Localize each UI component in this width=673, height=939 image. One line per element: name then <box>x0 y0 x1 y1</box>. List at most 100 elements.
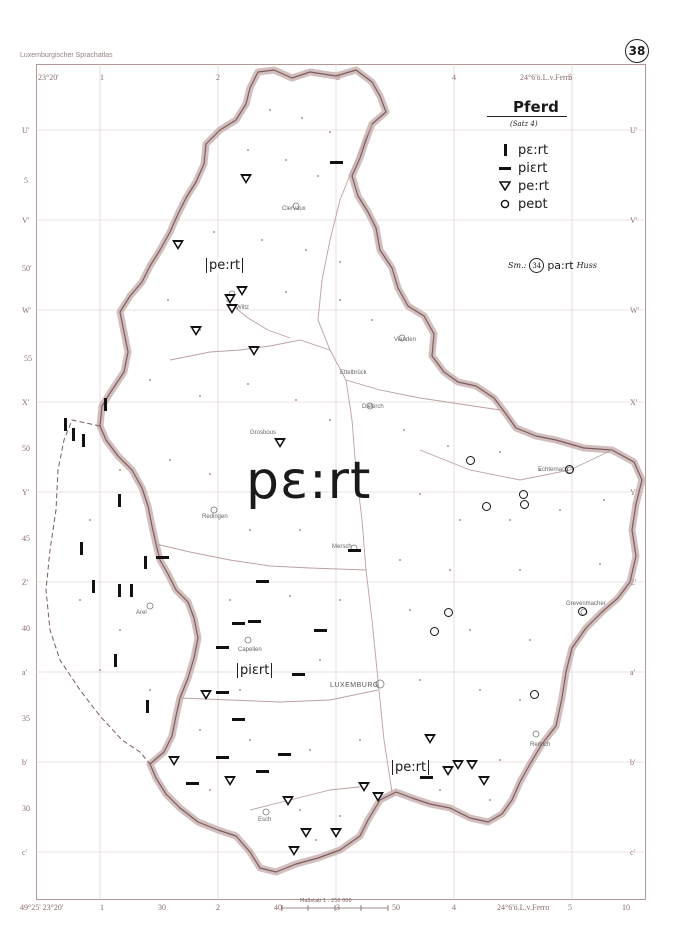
legend-item: pe:rt <box>498 178 549 194</box>
map-frame <box>36 64 646 900</box>
map-symbol-circle <box>430 627 439 636</box>
page-number: 38 <box>625 39 649 63</box>
map-symbol-dash <box>256 580 269 583</box>
town-label: Mersch <box>332 544 352 550</box>
special-note: Sm.: 34 pa:rt Huss <box>508 258 597 273</box>
grid-row-minute: 5 <box>24 176 28 185</box>
legend-item-label: piɛrt <box>518 160 548 176</box>
map-symbol-triangle <box>172 240 184 250</box>
map-symbol-dash <box>256 770 269 773</box>
town-label: Wiltz <box>236 305 249 311</box>
legend-item-label: pe:rt <box>518 178 550 194</box>
dash-symbol-icon <box>498 166 512 170</box>
grid-col-minute: 50 <box>392 903 400 912</box>
area-label-southwest: piɛrt <box>237 663 273 678</box>
map-symbol-dash <box>248 620 261 623</box>
grid-corner-bottom-left: 49°25' 23°20' <box>20 903 64 912</box>
circle-symbol-icon <box>498 199 512 209</box>
map-symbol-bar <box>80 542 83 555</box>
sm-place: Huss <box>576 261 597 270</box>
grid-row-label: Y' <box>22 488 30 497</box>
map-symbol-triangle <box>372 792 384 802</box>
legend-item-label: peɒt <box>518 196 548 212</box>
grid-row-minute: 40 <box>22 624 30 633</box>
grid-row-minute: 50' <box>22 264 32 273</box>
map-symbol-dash <box>232 622 245 625</box>
legend-title: Pferd <box>513 98 559 116</box>
map-symbol-triangle <box>478 776 490 786</box>
town-label: Echternach <box>538 467 569 473</box>
locality-dots <box>79 109 605 841</box>
town-label: Redingen <box>202 514 228 520</box>
map-symbol-dash <box>348 549 361 552</box>
grid-row-minute: 35 <box>22 714 30 723</box>
grid-col-label: 5 <box>568 903 572 912</box>
map-symbol-bar <box>144 556 147 569</box>
town-label: Remich <box>530 742 551 748</box>
map-symbol-dash <box>216 756 229 759</box>
grid-col-minute: 40 <box>274 903 282 912</box>
grid-corner-bottom-right: 24°6'ö.L.v.Ferro <box>497 903 550 912</box>
grid-col-minute: 10 <box>622 903 630 912</box>
area-label-north: pe:rt <box>206 258 244 273</box>
grid-col-label: 3 <box>336 903 340 912</box>
grid-row-label: c' <box>22 848 27 857</box>
map-symbol-bar <box>72 428 75 441</box>
legend-item-label: pɛ:rt <box>518 142 549 158</box>
map-symbol-triangle <box>168 756 180 766</box>
scale-bar <box>281 905 389 911</box>
legend-item: pɛ:rt <box>498 142 548 158</box>
map-symbol-triangle <box>236 286 248 296</box>
map-symbol-triangle <box>282 796 294 806</box>
map-symbol-bar <box>118 584 121 597</box>
grid-row-label: b' <box>630 758 636 767</box>
map-symbol-triangle <box>248 346 260 356</box>
grid-row-minute: 55 <box>24 354 32 363</box>
map-symbol-dash <box>216 691 229 694</box>
grid-row-label: W' <box>22 306 31 315</box>
map-symbol-bar <box>104 398 107 411</box>
grid-row-label: U' <box>630 126 638 135</box>
map-symbol-circle <box>578 607 587 616</box>
grid-row-label: b' <box>22 758 28 767</box>
map-symbol-circle <box>466 456 475 465</box>
town-label: Grevenmacher <box>566 601 606 607</box>
map-symbol-circle <box>482 502 491 511</box>
town-label: Grosbous <box>250 430 277 436</box>
sm-form: pa:rt <box>547 259 574 272</box>
grid-col-label: 4 <box>452 903 456 912</box>
map-symbol-triangle <box>274 438 286 448</box>
map-symbol-triangle <box>300 828 312 838</box>
map-symbol-triangle <box>200 690 212 700</box>
bar-symbol-icon <box>498 144 512 156</box>
grid-row-minute: 50 <box>22 444 30 453</box>
grid-row-label: U' <box>22 126 30 135</box>
grid-row-label: X' <box>22 398 30 407</box>
map-symbol-circle <box>520 500 529 509</box>
map-symbol-triangle <box>226 304 238 314</box>
map-symbol-circle <box>565 465 574 474</box>
town-label: Clervaux <box>282 206 306 212</box>
map-symbol-bar <box>64 418 67 431</box>
map-symbol-dash <box>330 161 343 164</box>
legend-item: peɒt <box>498 196 548 212</box>
grid-col-label: 5 <box>568 73 572 82</box>
map-symbol-dash <box>292 673 305 676</box>
grid-row-label: V' <box>22 216 30 225</box>
town-label: Diekirch <box>362 404 384 410</box>
arel-boundary <box>45 419 151 765</box>
grid-col-label: 1 <box>100 903 104 912</box>
grid-row-label: V' <box>630 216 638 225</box>
map-symbol-bar <box>118 494 121 507</box>
grid-corner-top-left: 23°20' <box>38 73 59 82</box>
map-symbol-triangle <box>424 734 436 744</box>
map-symbol-bar <box>146 700 149 713</box>
town-label: Capellen <box>238 647 262 653</box>
map-symbol-triangle <box>358 782 370 792</box>
grid-col-label: 2 <box>216 903 220 912</box>
capital-label: LUXEMBURG <box>330 682 379 689</box>
main-form-label: pɛ:rt <box>246 451 372 511</box>
map-symbol-bar <box>130 584 133 597</box>
